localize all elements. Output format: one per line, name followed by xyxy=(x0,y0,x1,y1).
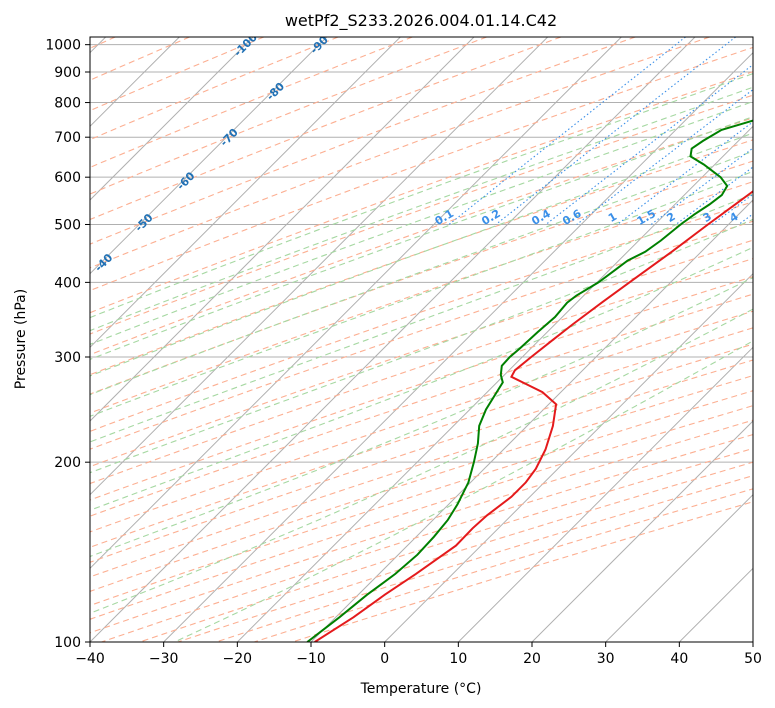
temperature-profile xyxy=(314,190,753,642)
dry-adiabat-line xyxy=(90,258,753,485)
x-tick-label: 40 xyxy=(670,651,688,667)
x-tick-label: 30 xyxy=(597,651,615,667)
isotherm-line xyxy=(310,199,753,642)
plot-frame xyxy=(89,36,754,643)
chart-title: wetPf2_S233.2026.004.01.14.C42 xyxy=(285,11,557,31)
y-tick-label: 1000 xyxy=(45,38,81,54)
isotherm-line xyxy=(90,37,328,275)
y-axis-ticks: 100 200 300 400 500 600 700 800 900 1000 xyxy=(45,38,90,651)
line-labels: 0.10.20.40.611.52346810131620253036-100-… xyxy=(0,37,775,383)
dry-adiabat-line xyxy=(90,117,753,356)
sounding-lines xyxy=(306,119,753,642)
isotherm-line xyxy=(90,37,401,349)
x-tick-label: −30 xyxy=(149,651,179,667)
y-tick-label: 500 xyxy=(54,217,81,233)
mixing-ratio-line xyxy=(675,166,753,225)
x-axis-label: Temperature (°C) xyxy=(360,681,482,697)
dry-adiabat-label: -10 xyxy=(0,360,8,383)
mixing-ratio-label: 4 xyxy=(727,210,740,225)
dry-adiabat-line xyxy=(90,37,487,195)
isotherm-line xyxy=(90,37,549,496)
x-tick-label: 50 xyxy=(744,651,762,667)
y-tick-label: 900 xyxy=(54,65,81,81)
isotherm-line xyxy=(163,51,753,642)
y-tick-label: 800 xyxy=(54,96,81,112)
dry-adiabat-line xyxy=(90,71,753,314)
x-tick-label: −10 xyxy=(296,651,326,667)
x-axis-ticks: −40 −30 −20 −10 0 10 20 30 40 50 xyxy=(75,642,762,667)
mixing-ratio-label: 6 xyxy=(766,210,775,225)
dry-adiabat-line xyxy=(90,37,265,112)
moist-adiabat-line xyxy=(90,150,753,396)
dry-adiabat-line xyxy=(90,139,753,376)
dry-adiabat-line xyxy=(90,419,753,634)
x-tick-label: 10 xyxy=(449,651,467,667)
isotherm-line xyxy=(752,641,753,642)
mixing-ratio-line xyxy=(616,121,753,225)
dry-adiabat-line xyxy=(90,37,636,245)
moist-adiabat-line xyxy=(90,170,753,417)
y-axis-label: Pressure (hPa) xyxy=(13,289,29,389)
mixing-ratio-line xyxy=(738,213,753,225)
dry-adiabat-line xyxy=(90,181,753,414)
chart-grid xyxy=(90,37,753,642)
mixing-ratio-label: 2 xyxy=(665,210,678,225)
dry-adiabat-line xyxy=(90,239,753,468)
y-tick-label: 200 xyxy=(54,455,81,471)
dry-adiabat-label: -70 xyxy=(218,126,241,149)
isotherm-line xyxy=(90,37,696,642)
isotherm-line xyxy=(90,37,475,422)
isotherm-line xyxy=(605,493,753,642)
isotherm-line xyxy=(384,272,753,642)
mixing-ratio-line xyxy=(495,37,736,225)
dry-adiabat-line xyxy=(90,201,753,432)
isotherm-line xyxy=(236,125,753,642)
x-tick-label: 0 xyxy=(380,651,389,667)
mixing-ratio-line xyxy=(448,37,686,225)
x-tick-label: 20 xyxy=(523,651,541,667)
moist-adiabat-line xyxy=(90,132,753,377)
y-tick-label: 400 xyxy=(54,275,81,291)
moist-adiabat-line xyxy=(90,193,753,443)
moist-adiabat-line xyxy=(90,246,753,511)
dry-adiabat-line xyxy=(215,475,753,642)
dry-adiabat-line xyxy=(90,37,562,221)
moist-adiabat-line xyxy=(90,86,753,332)
dry-adiabat-line xyxy=(292,501,753,642)
dewpoint-profile xyxy=(306,119,753,642)
moist-adiabat-line xyxy=(90,277,753,558)
dry-adiabat-line xyxy=(90,405,753,620)
y-tick-label: 100 xyxy=(54,635,81,651)
moist-adiabat-line xyxy=(90,308,753,614)
dry-adiabat-line xyxy=(177,461,753,642)
dry-adiabat-label: -40 xyxy=(92,251,115,274)
y-tick-label: 700 xyxy=(54,130,81,146)
dry-adiabat-line xyxy=(90,359,753,578)
dry-adiabat-line xyxy=(90,37,413,169)
dry-adiabat-line xyxy=(101,433,753,642)
isotherm-line xyxy=(457,346,753,642)
dry-adiabat-line xyxy=(90,390,753,607)
isotherm-line xyxy=(531,420,753,642)
dry-adiabat-label: -80 xyxy=(264,80,287,103)
moist-adiabat-line xyxy=(90,116,753,360)
dry-adiabat-line xyxy=(90,310,753,533)
moist-adiabat-line xyxy=(90,72,753,319)
dry-adiabat-line xyxy=(90,343,753,563)
dry-adiabat-label: -30 xyxy=(56,288,79,311)
dry-adiabat-line xyxy=(90,37,339,141)
dry-adiabat-label: -50 xyxy=(132,211,155,234)
dry-adiabat-line xyxy=(90,160,753,395)
isotherm-line xyxy=(90,37,622,570)
y-tick-label: 600 xyxy=(54,170,81,186)
isotherm-line xyxy=(90,37,254,201)
y-tick-label: 300 xyxy=(54,350,81,366)
dry-adiabat-label: -60 xyxy=(174,169,197,192)
x-tick-label: −40 xyxy=(75,651,105,667)
dry-adiabat-line xyxy=(90,293,753,517)
dry-adiabat-line xyxy=(90,46,753,292)
x-tick-label: −20 xyxy=(223,651,253,667)
